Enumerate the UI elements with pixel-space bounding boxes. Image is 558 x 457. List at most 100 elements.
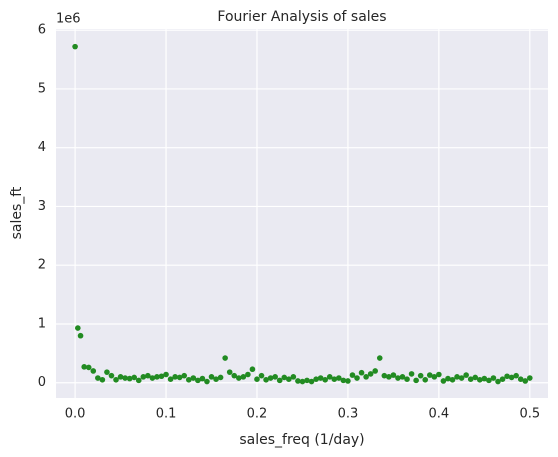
- point: [240, 374, 247, 380]
- point: [99, 376, 106, 383]
- point: [104, 369, 110, 375]
- point: [149, 375, 156, 381]
- point: [245, 371, 251, 378]
- point: [517, 376, 524, 382]
- point: [413, 377, 419, 384]
- point: [331, 376, 338, 382]
- point: [195, 377, 201, 384]
- point: [231, 372, 238, 379]
- point: [340, 377, 347, 384]
- x-tick-label: 0.4: [429, 407, 450, 422]
- point: [185, 376, 192, 383]
- point: [508, 374, 515, 381]
- point: [249, 366, 256, 373]
- point: [181, 372, 188, 379]
- point: [263, 376, 269, 383]
- point: [295, 378, 301, 384]
- point: [476, 376, 483, 383]
- point: [322, 376, 328, 383]
- point: [376, 355, 383, 361]
- y-tick-label: 0: [38, 375, 46, 390]
- point: [208, 374, 215, 380]
- point: [417, 372, 424, 379]
- point: [326, 374, 333, 380]
- point: [72, 43, 78, 50]
- point: [172, 374, 178, 380]
- point: [499, 376, 506, 382]
- point: [426, 372, 433, 378]
- point: [404, 376, 410, 382]
- point: [226, 369, 233, 375]
- point: [513, 372, 519, 379]
- point: [390, 372, 397, 378]
- point: [176, 374, 183, 381]
- point: [290, 374, 297, 380]
- point: [108, 372, 115, 379]
- point: [408, 371, 415, 377]
- point: [213, 376, 219, 382]
- point: [395, 375, 401, 381]
- point: [77, 332, 84, 339]
- point: [145, 372, 151, 379]
- point: [167, 376, 174, 382]
- point: [345, 378, 351, 384]
- point: [235, 375, 242, 381]
- point: [486, 377, 492, 384]
- chart-title: Fourier Analysis of sales: [217, 9, 386, 25]
- point: [422, 376, 429, 383]
- point: [217, 374, 224, 381]
- x-tick-label: 0.0: [65, 407, 86, 422]
- point: [131, 374, 138, 381]
- plot-area: [56, 29, 548, 398]
- point: [349, 372, 356, 378]
- point: [135, 377, 142, 384]
- point: [449, 376, 456, 383]
- point: [467, 376, 474, 382]
- point: [204, 378, 210, 385]
- y-tick-label: 1: [38, 316, 46, 331]
- point: [367, 371, 374, 377]
- point: [386, 374, 392, 380]
- point: [286, 376, 292, 382]
- point: [199, 375, 206, 382]
- point: [281, 374, 288, 381]
- point: [495, 378, 501, 385]
- point: [304, 377, 310, 384]
- point: [454, 374, 460, 380]
- point: [481, 375, 488, 382]
- point: [85, 364, 92, 371]
- point: [90, 368, 97, 374]
- y-axis-label: sales_ft: [9, 186, 25, 239]
- point: [190, 375, 197, 381]
- point: [372, 368, 379, 374]
- y-tick-label: 2: [38, 258, 46, 273]
- point: [163, 371, 169, 378]
- point: [308, 378, 315, 385]
- x-tick-label: 0.3: [338, 407, 359, 422]
- point: [317, 375, 324, 381]
- x-axis-label: sales_freq (1/day): [239, 432, 364, 448]
- point: [272, 374, 278, 380]
- x-tick-label: 0.1: [156, 407, 177, 422]
- point: [463, 372, 469, 378]
- point: [154, 374, 160, 380]
- point: [431, 374, 438, 380]
- point: [258, 372, 265, 379]
- point: [254, 376, 260, 382]
- point: [445, 375, 451, 382]
- point: [440, 378, 447, 384]
- point: [472, 374, 479, 381]
- y-tick-label: 4: [38, 140, 46, 155]
- point: [313, 376, 319, 382]
- point: [381, 372, 388, 379]
- point: [113, 376, 119, 383]
- x-tick-label: 0.5: [519, 407, 540, 422]
- y-offset-label: 1e6: [56, 12, 81, 27]
- point: [458, 375, 465, 381]
- point: [222, 355, 228, 361]
- point: [522, 378, 529, 384]
- point: [267, 375, 274, 381]
- point: [122, 375, 128, 381]
- point: [527, 375, 533, 381]
